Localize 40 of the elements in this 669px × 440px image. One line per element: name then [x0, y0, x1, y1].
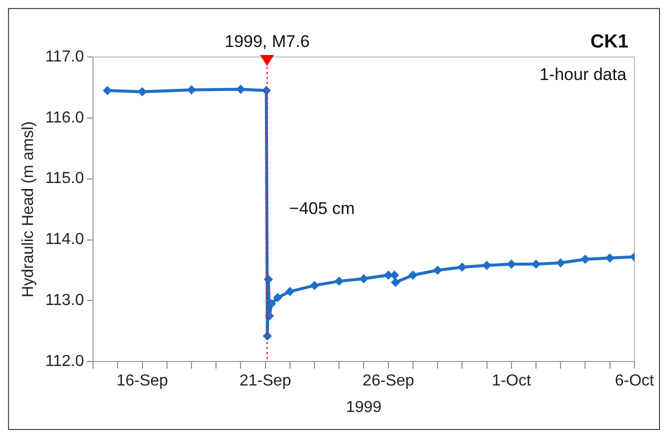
point: [581, 255, 590, 264]
point: [286, 288, 294, 296]
ref-line-label: 1999, M7.6: [224, 32, 310, 52]
point: [335, 277, 344, 286]
chart-title: CK1: [590, 32, 629, 53]
point: [606, 254, 614, 262]
point: [103, 86, 112, 95]
annotation: 1-hour data: [539, 65, 627, 84]
x-tick-label: 1-Oct: [492, 372, 532, 390]
x-tick-label: 21-Sep: [240, 372, 292, 390]
y-tick-label: 116.0: [45, 109, 84, 126]
point: [532, 260, 540, 268]
point: [556, 258, 565, 267]
y-tick-label: 113.0: [45, 292, 84, 310]
x-axis-title: 1999: [346, 398, 382, 416]
point: [507, 260, 516, 268]
point: [408, 271, 417, 280]
point: [264, 275, 272, 284]
point: [236, 85, 245, 94]
point: [434, 266, 442, 274]
point: [187, 86, 196, 94]
point: [274, 294, 282, 302]
x-tick-label: 16-Sep: [116, 372, 168, 390]
y-tick-label: 114.0: [45, 231, 84, 248]
point: [392, 278, 400, 286]
annotation: −405 cm: [289, 198, 355, 218]
point: [310, 281, 319, 290]
point: [138, 88, 146, 96]
point: [482, 261, 491, 270]
point: [458, 263, 466, 272]
point: [262, 86, 270, 95]
y-tick-label: 117.0: [45, 48, 84, 66]
x-tick-label: 26-Sep: [362, 372, 414, 390]
point: [390, 271, 399, 280]
point: [360, 274, 368, 283]
y-tick-label: 115.0: [45, 170, 84, 188]
y-tick-label: 112.0: [45, 353, 84, 370]
y-axis-title: Hydraulic Head (m amsl): [20, 121, 38, 298]
point: [384, 271, 392, 280]
x-tick-label: 6-Oct: [614, 372, 655, 390]
